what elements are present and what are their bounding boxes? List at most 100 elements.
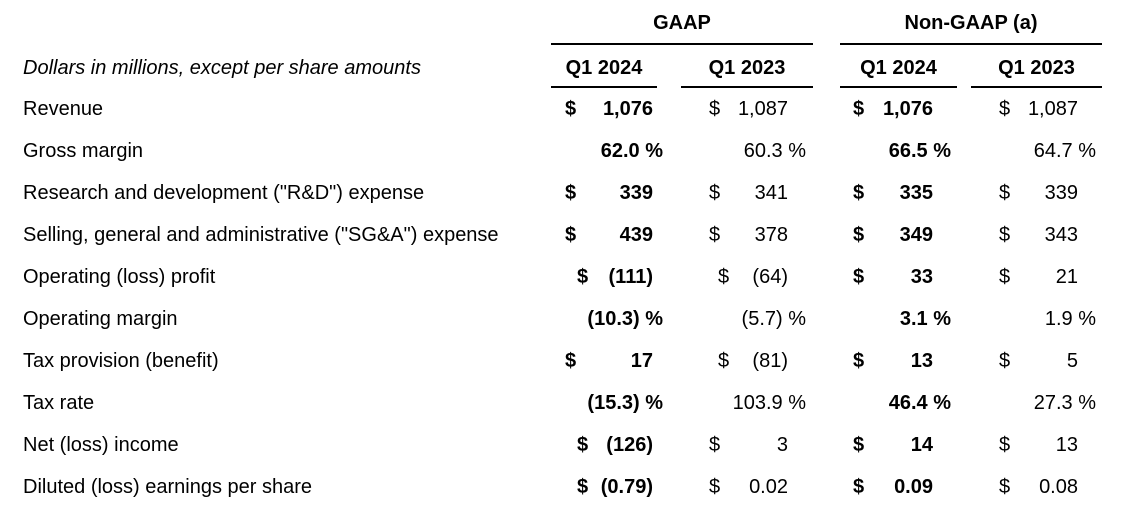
cell-value: 33 bbox=[910, 266, 933, 288]
currency-symbol: $ bbox=[999, 98, 1011, 120]
group-underline-non-gaap bbox=[840, 43, 1102, 45]
cell-gaap-q1-2024: (10.3) % bbox=[565, 308, 663, 334]
cell-value: (0.79) bbox=[600, 476, 653, 498]
cell-non-gaap-q1-2024: $13 bbox=[853, 350, 933, 376]
currency-symbol: $ bbox=[853, 434, 865, 456]
cell-value: 60.3 % bbox=[743, 140, 806, 162]
cell-value: 5 bbox=[1066, 350, 1078, 372]
currency-symbol: $ bbox=[565, 350, 577, 372]
currency-symbol: $ bbox=[999, 476, 1011, 498]
currency-symbol: $ bbox=[709, 224, 721, 246]
column-underline bbox=[971, 86, 1102, 88]
cell-gaap-q1-2023: $ (64) bbox=[718, 266, 788, 292]
cell-value: (81) bbox=[752, 350, 788, 372]
cell-non-gaap-q1-2023: $339 bbox=[999, 182, 1078, 208]
cell-gaap-q1-2023: (5.7) % bbox=[709, 308, 806, 334]
column-underline bbox=[681, 86, 813, 88]
currency-symbol: $ bbox=[999, 224, 1011, 246]
currency-symbol: $ bbox=[999, 182, 1011, 204]
cell-value: 14 bbox=[910, 434, 933, 456]
row-label: Net (loss) income bbox=[23, 434, 179, 456]
cell-gaap-q1-2023: $378 bbox=[709, 224, 788, 250]
group-underline-gaap bbox=[551, 43, 813, 45]
cell-non-gaap-q1-2023: $21 bbox=[999, 266, 1078, 292]
cell-value: 341 bbox=[754, 182, 788, 204]
currency-symbol: $ bbox=[999, 266, 1011, 288]
cell-value: 378 bbox=[754, 224, 788, 246]
row-label: Gross margin bbox=[23, 140, 144, 162]
cell-value: 64.7 % bbox=[1033, 140, 1096, 162]
cell-gaap-q1-2023: $0.02 bbox=[709, 476, 788, 502]
currency-symbol: $ bbox=[999, 434, 1011, 456]
cell-value: 0.02 bbox=[749, 476, 788, 498]
currency-symbol: $ bbox=[999, 350, 1011, 372]
cell-gaap-q1-2023: $1,087 bbox=[709, 98, 788, 124]
cell-gaap-q1-2024: (15.3) % bbox=[565, 392, 663, 418]
cell-value: (111) bbox=[608, 266, 653, 288]
currency-symbol: $ bbox=[565, 224, 577, 246]
currency-symbol: $ bbox=[565, 98, 577, 120]
currency-symbol: $ bbox=[565, 182, 577, 204]
cell-value: 339 bbox=[1044, 182, 1078, 204]
cell-gaap-q1-2023: 103.9 % bbox=[709, 392, 806, 418]
cell-gaap-q1-2024: $ (0.79) bbox=[577, 476, 653, 502]
currency-symbol: $ bbox=[853, 350, 865, 372]
column-underline bbox=[840, 86, 957, 88]
cell-value: 13 bbox=[910, 350, 933, 372]
cell-gaap-q1-2024: 62.0 % bbox=[565, 140, 663, 166]
row-label: Revenue bbox=[23, 98, 104, 120]
cell-non-gaap-q1-2023: 27.3 % bbox=[999, 392, 1096, 418]
cell-non-gaap-q1-2024: $335 bbox=[853, 182, 933, 208]
cell-gaap-q1-2023: 60.3 % bbox=[709, 140, 806, 166]
currency-symbol: $ bbox=[853, 98, 865, 120]
cell-value: (15.3) % bbox=[587, 392, 663, 414]
column-header-gaap-q1-2024: Q1 2024 bbox=[565, 57, 643, 79]
cell-gaap-q1-2024: $339 bbox=[565, 182, 653, 208]
row-label: Tax provision (benefit) bbox=[23, 350, 219, 372]
cell-value: 0.09 bbox=[894, 476, 933, 498]
cell-non-gaap-q1-2024: $0.09 bbox=[853, 476, 933, 502]
column-header-non-gaap-q1-2023: Q1 2023 bbox=[998, 57, 1075, 79]
cell-value: 3 bbox=[776, 434, 788, 456]
row-label: Tax rate bbox=[23, 392, 95, 414]
cell-value: 103.9 % bbox=[732, 392, 806, 414]
currency-symbol: $ bbox=[709, 476, 721, 498]
row-label: Diluted (loss) earnings per share bbox=[23, 476, 313, 498]
cell-non-gaap-q1-2023: $343 bbox=[999, 224, 1078, 250]
cell-value: 46.4 % bbox=[888, 392, 951, 414]
cell-non-gaap-q1-2023: $5 bbox=[999, 350, 1078, 376]
column-header-non-gaap-q1-2024: Q1 2024 bbox=[860, 57, 937, 79]
cell-value: 21 bbox=[1055, 266, 1078, 288]
row-label: Operating margin bbox=[23, 308, 178, 330]
cell-non-gaap-q1-2024: $33 bbox=[853, 266, 933, 292]
group-header-gaap: GAAP bbox=[653, 12, 711, 34]
cell-non-gaap-q1-2024: $14 bbox=[853, 434, 933, 460]
cell-value: 439 bbox=[619, 224, 653, 246]
cell-value: 1,076 bbox=[602, 98, 653, 120]
cell-value: 3.1 % bbox=[899, 308, 951, 330]
currency-symbol: $ bbox=[709, 182, 721, 204]
cell-value: 1,087 bbox=[1027, 98, 1078, 120]
currency-symbol: $ bbox=[577, 434, 589, 456]
cell-value: 343 bbox=[1044, 224, 1078, 246]
row-label: Operating (loss) profit bbox=[23, 266, 216, 288]
row-label: Research and development ("R&D") expense bbox=[23, 182, 425, 204]
cell-value: 1,087 bbox=[737, 98, 788, 120]
currency-symbol: $ bbox=[853, 182, 865, 204]
cell-non-gaap-q1-2023: $0.08 bbox=[999, 476, 1078, 502]
cell-gaap-q1-2024: $17 bbox=[565, 350, 653, 376]
cell-non-gaap-q1-2024: $349 bbox=[853, 224, 933, 250]
cell-non-gaap-q1-2023: 1.9 % bbox=[999, 308, 1096, 334]
cell-non-gaap-q1-2024: 46.4 % bbox=[853, 392, 951, 418]
currency-symbol: $ bbox=[709, 98, 721, 120]
cell-value: 1,076 bbox=[882, 98, 933, 120]
cell-non-gaap-q1-2024: 3.1 % bbox=[853, 308, 951, 334]
cell-gaap-q1-2024: $439 bbox=[565, 224, 653, 250]
cell-value: 1.9 % bbox=[1044, 308, 1096, 330]
cell-non-gaap-q1-2023: $1,087 bbox=[999, 98, 1078, 124]
column-header-gaap-q1-2023: Q1 2023 bbox=[708, 57, 786, 79]
cell-non-gaap-q1-2024: 66.5 % bbox=[853, 140, 951, 166]
table-caption: Dollars in millions, except per share am… bbox=[23, 57, 421, 79]
cell-non-gaap-q1-2024: $1,076 bbox=[853, 98, 933, 124]
cell-gaap-q1-2024: $ (111) bbox=[577, 266, 653, 292]
